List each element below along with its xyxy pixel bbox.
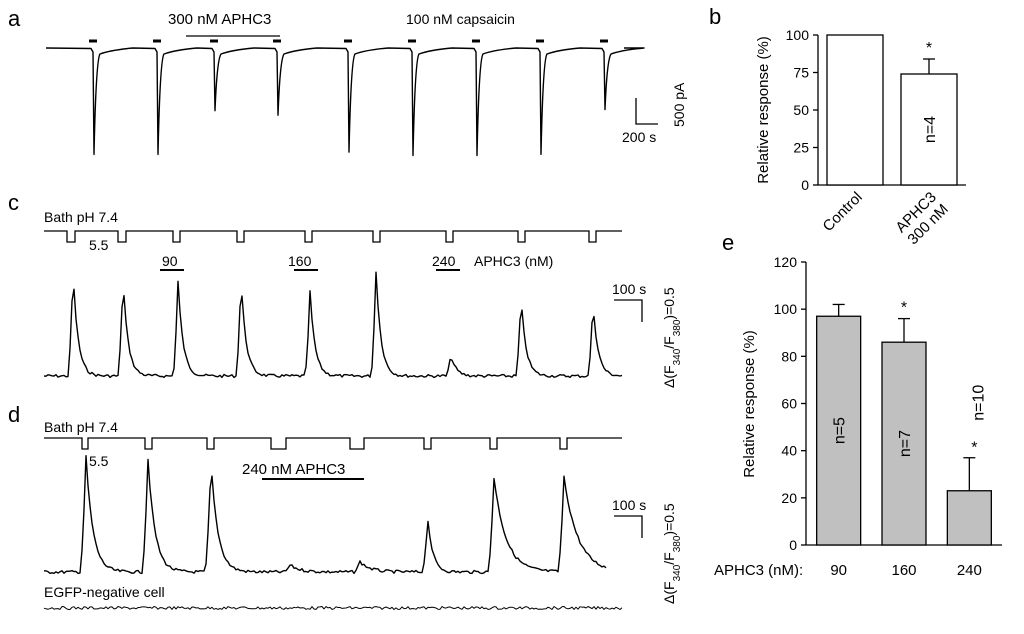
significance-mark: * xyxy=(901,300,907,317)
a-scale-x-label: 200 s xyxy=(622,129,656,145)
d-acid-label: 5.5 xyxy=(89,453,109,469)
bar xyxy=(881,341,927,546)
panel-letter-d: d xyxy=(8,402,20,427)
significance-mark: * xyxy=(971,440,977,457)
d-bath-label: Bath pH 7.4 xyxy=(44,419,118,435)
y-tick-label: 100 xyxy=(774,301,798,317)
c-calcium-trace xyxy=(43,271,623,379)
panel-letter-c: c xyxy=(8,190,19,215)
d-calcium-trace xyxy=(43,455,607,575)
y-tick-label: 0 xyxy=(801,177,809,193)
d-apch3-label: 240 nM APHC3 xyxy=(242,461,345,478)
c-scale-bar xyxy=(614,299,643,322)
d-scale-y-label: Δ(F340/F380)=0.5 xyxy=(661,503,683,604)
y-tick-label: 0 xyxy=(789,537,797,553)
significance-mark: * xyxy=(926,40,932,57)
a-apch3-label: 300 nM APHC3 xyxy=(168,11,271,28)
c-bath-label: Bath pH 7.4 xyxy=(44,209,118,225)
chart-b: 0 25 50 75 100 * n=4 Relative response (%) Contr… xyxy=(755,27,966,248)
y-tick-label: 50 xyxy=(793,102,809,118)
d-scale-x-label: 100 s xyxy=(612,497,646,513)
c-acid-label: 5.5 xyxy=(89,237,109,253)
y-tick-label: 20 xyxy=(781,490,797,506)
b-x-tick-label: APHC3300 nM xyxy=(892,189,951,248)
bar xyxy=(826,34,884,186)
e-x-tick-label: 240 xyxy=(957,562,982,579)
e-x-tick-label: 90 xyxy=(830,562,847,579)
n-label: n=5 xyxy=(832,417,849,444)
y-tick-label: 75 xyxy=(793,65,809,81)
a-current-trace xyxy=(45,47,645,157)
b-y-axis-label: Relative response (%) xyxy=(755,36,772,184)
d-scale-bar xyxy=(614,515,643,538)
chart-e: 0 20 40 60 80 100 120 n=5 * n=7 * n=10 Relative resp… xyxy=(714,254,1002,579)
bar xyxy=(900,73,958,186)
n-label: n=4 xyxy=(922,116,939,143)
panel-letter-a: a xyxy=(8,6,21,31)
y-tick-label: 60 xyxy=(781,396,797,412)
e-x-prefix-label: APHC3 (nM): xyxy=(714,562,803,579)
a-scale-bar xyxy=(635,98,658,125)
y-tick-label: 25 xyxy=(793,140,809,156)
c-scale-y-label: Δ(F340/F380)=0.5 xyxy=(661,287,683,388)
panel-letter-b: b xyxy=(709,4,721,29)
a-scale-y-label: 500 pA xyxy=(671,82,687,127)
d-negative-cell-trace xyxy=(43,606,623,610)
b-x-tick-label: Control xyxy=(820,189,866,235)
d-ph-protocol-line xyxy=(44,437,622,450)
c-conc-label-90: 90 xyxy=(162,253,178,269)
panel-letter-e: e xyxy=(722,230,734,255)
d-negative-label: EGFP-negative cell xyxy=(44,584,165,600)
y-tick-label: 100 xyxy=(786,27,810,43)
bar xyxy=(816,315,862,546)
a-capsaicin-label: 100 nM capsaicin xyxy=(406,11,515,27)
e-x-tick-label: 160 xyxy=(891,562,916,579)
e-y-axis-label: Relative response (%) xyxy=(741,330,758,478)
c-ph-protocol-line xyxy=(44,230,622,243)
c-conc-label-160: 160 xyxy=(288,253,312,269)
c-conc-label-240: 240 xyxy=(432,253,456,269)
bar xyxy=(946,490,992,546)
c-scale-x-label: 100 s xyxy=(612,281,646,297)
n-label: n=7 xyxy=(897,430,914,457)
y-tick-label: 40 xyxy=(781,443,797,459)
c-conc-unit-label: APHC3 (nM) xyxy=(474,253,553,269)
y-tick-label: 120 xyxy=(774,254,798,270)
n-label: n=10 xyxy=(970,385,987,421)
y-tick-label: 80 xyxy=(781,348,797,364)
